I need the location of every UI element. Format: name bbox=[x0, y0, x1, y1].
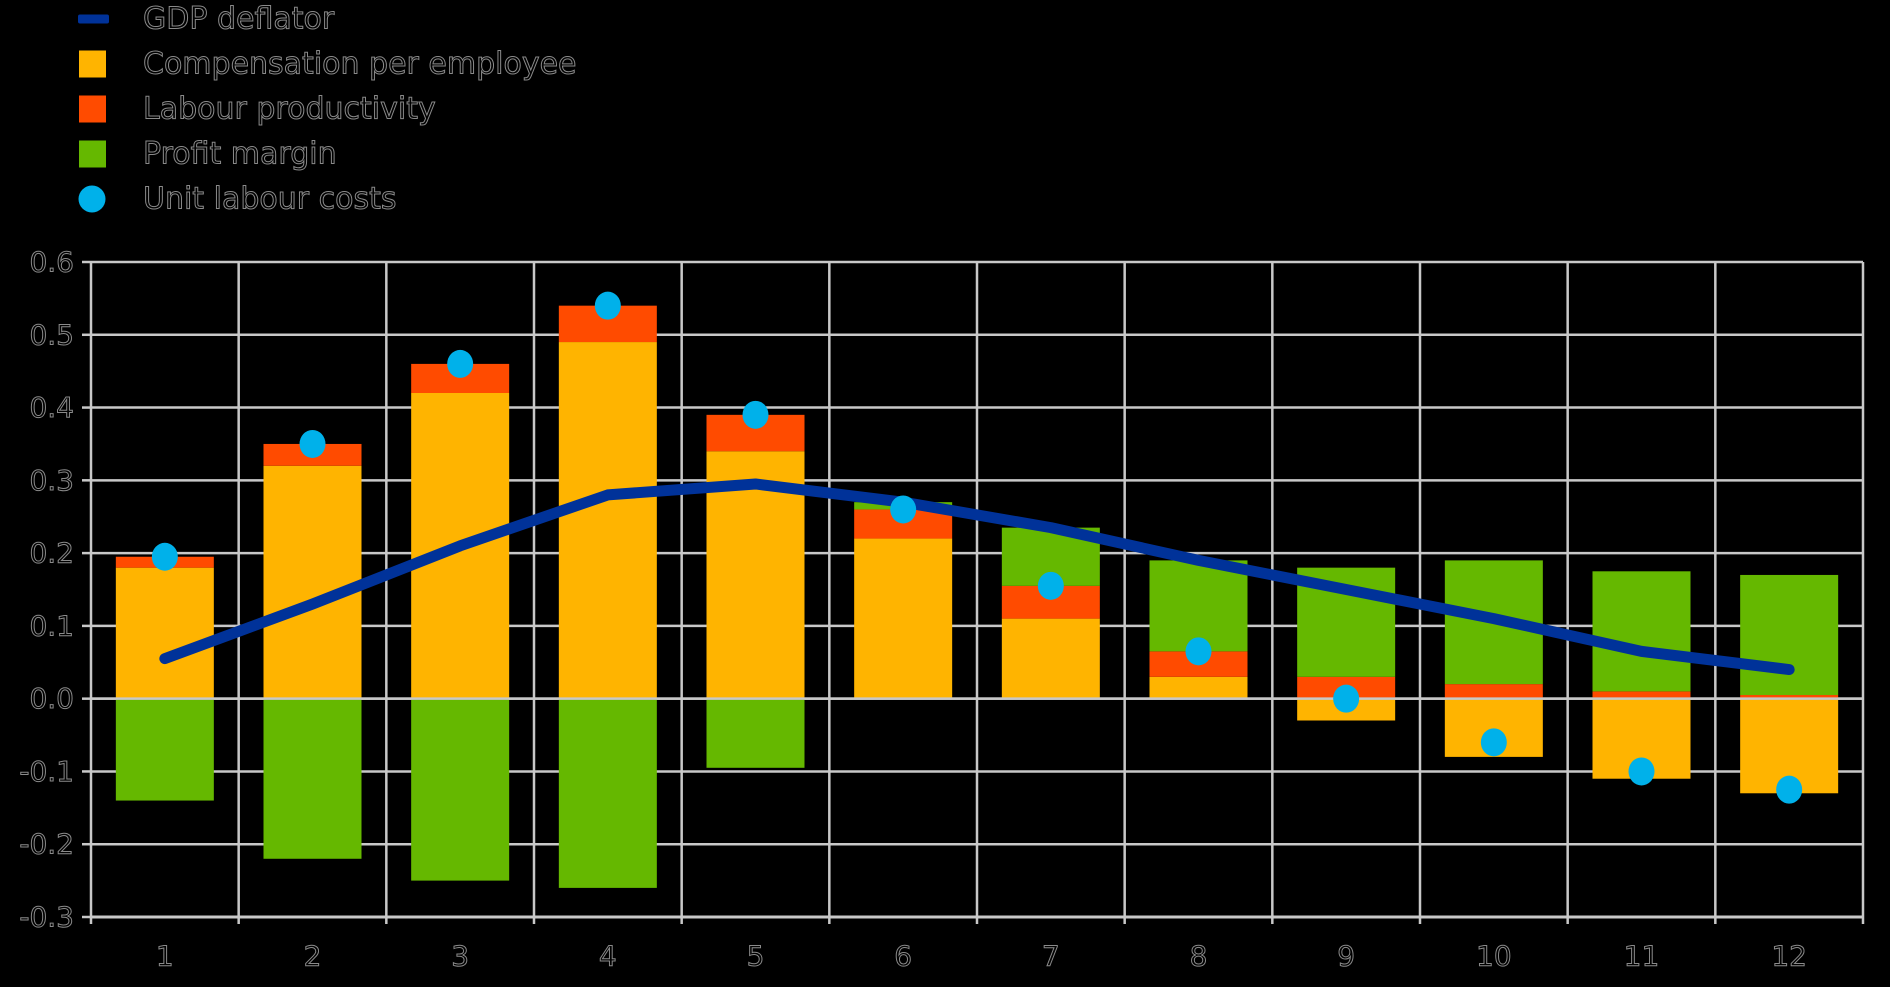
x-axis-label: 8 bbox=[1190, 940, 1208, 973]
bar-4-profit-margin bbox=[558, 698, 657, 888]
legend-swatch-compensation-per-employee bbox=[79, 50, 106, 78]
y-axis-label: -0.3 bbox=[19, 901, 74, 934]
bar-12-profit-margin bbox=[1740, 574, 1839, 696]
y-axis-label: 0.1 bbox=[29, 609, 74, 642]
bar-7-compensation-per-employee bbox=[1001, 618, 1100, 699]
legend-swatch-profit-margin bbox=[79, 140, 106, 168]
bar-8-profit-margin bbox=[1149, 560, 1248, 652]
ulc-dot-9 bbox=[1333, 684, 1360, 713]
x-axis-label: 5 bbox=[747, 940, 765, 973]
bar-1-profit-margin bbox=[115, 698, 214, 801]
x-axis-label: 11 bbox=[1624, 940, 1660, 973]
bar-4-compensation-per-employee bbox=[558, 342, 657, 699]
y-axis-label: 0.2 bbox=[29, 537, 74, 570]
bar-11-profit-margin bbox=[1592, 571, 1691, 692]
legend-label-compensation-per-employee: Compensation per employee bbox=[143, 47, 577, 82]
bar-5-profit-margin bbox=[706, 698, 805, 768]
ulc-dot-8 bbox=[1185, 637, 1212, 666]
bar-6-compensation-per-employee bbox=[854, 538, 953, 699]
ulc-dot-4 bbox=[594, 291, 621, 320]
y-axis-label: 0.0 bbox=[29, 682, 74, 715]
legend-item-profit-margin: Profit margin bbox=[79, 136, 337, 172]
legend-swatch-unit-labour-costs bbox=[78, 185, 106, 213]
x-axis-label: 3 bbox=[451, 940, 469, 973]
x-axis-label: 9 bbox=[1337, 940, 1355, 973]
ulc-dot-5 bbox=[742, 400, 769, 429]
x-axis-label: 2 bbox=[304, 940, 322, 973]
y-axis-label: -0.1 bbox=[19, 755, 74, 788]
x-axis-label: 12 bbox=[1771, 940, 1807, 973]
y-axis-label: -0.2 bbox=[19, 828, 74, 861]
legend-label-unit-labour-costs: Unit labour costs bbox=[143, 182, 396, 217]
x-axis-label: 6 bbox=[894, 940, 912, 973]
legend-item-compensation-per-employee: Compensation per employee bbox=[79, 46, 577, 82]
legend-item-labour-productivity: Labour productivity bbox=[79, 91, 436, 127]
ulc-dot-1 bbox=[151, 542, 178, 571]
ulc-dot-3 bbox=[447, 349, 474, 378]
bar-2-profit-margin bbox=[263, 698, 362, 859]
ulc-dot-6 bbox=[890, 495, 917, 524]
legend-label-profit-margin: Profit margin bbox=[143, 137, 337, 172]
y-axis-label: 0.3 bbox=[29, 464, 74, 497]
legend-swatch-labour-productivity bbox=[79, 95, 106, 123]
ulc-dot-12 bbox=[1776, 775, 1803, 804]
gdp-deflator-line bbox=[159, 478, 1795, 676]
legend-item-gdp-deflator: GDP deflator bbox=[78, 1, 335, 37]
ulc-dot-7 bbox=[1037, 571, 1064, 600]
bar-12-labour-productivity bbox=[1740, 695, 1839, 699]
x-axis-label: 4 bbox=[599, 940, 617, 973]
bar-8-compensation-per-employee bbox=[1149, 676, 1248, 699]
bar-3-profit-margin bbox=[411, 698, 510, 881]
bar-1-compensation-per-employee bbox=[115, 567, 214, 699]
x-axis-label: 1 bbox=[156, 940, 174, 973]
legend-label-labour-productivity: Labour productivity bbox=[143, 92, 436, 127]
ulc-dot-10 bbox=[1480, 728, 1507, 757]
y-axis-label: 0.6 bbox=[29, 246, 74, 279]
ulc-dot-11 bbox=[1628, 757, 1655, 786]
legend-swatch-gdp-deflator bbox=[78, 14, 109, 24]
y-axis-label: 0.5 bbox=[29, 318, 74, 351]
bar-10-labour-productivity bbox=[1444, 684, 1543, 699]
x-axis-label: 7 bbox=[1042, 940, 1060, 973]
legend-label-gdp-deflator: GDP deflator bbox=[143, 2, 335, 37]
legend-item-unit-labour-costs: Unit labour costs bbox=[78, 181, 397, 217]
ulc-dot-2 bbox=[299, 429, 326, 458]
bar-11-labour-productivity bbox=[1592, 691, 1691, 699]
bar-2-compensation-per-employee bbox=[263, 465, 362, 699]
x-axis-label: 10 bbox=[1476, 940, 1512, 973]
y-axis-label: 0.4 bbox=[29, 391, 74, 424]
